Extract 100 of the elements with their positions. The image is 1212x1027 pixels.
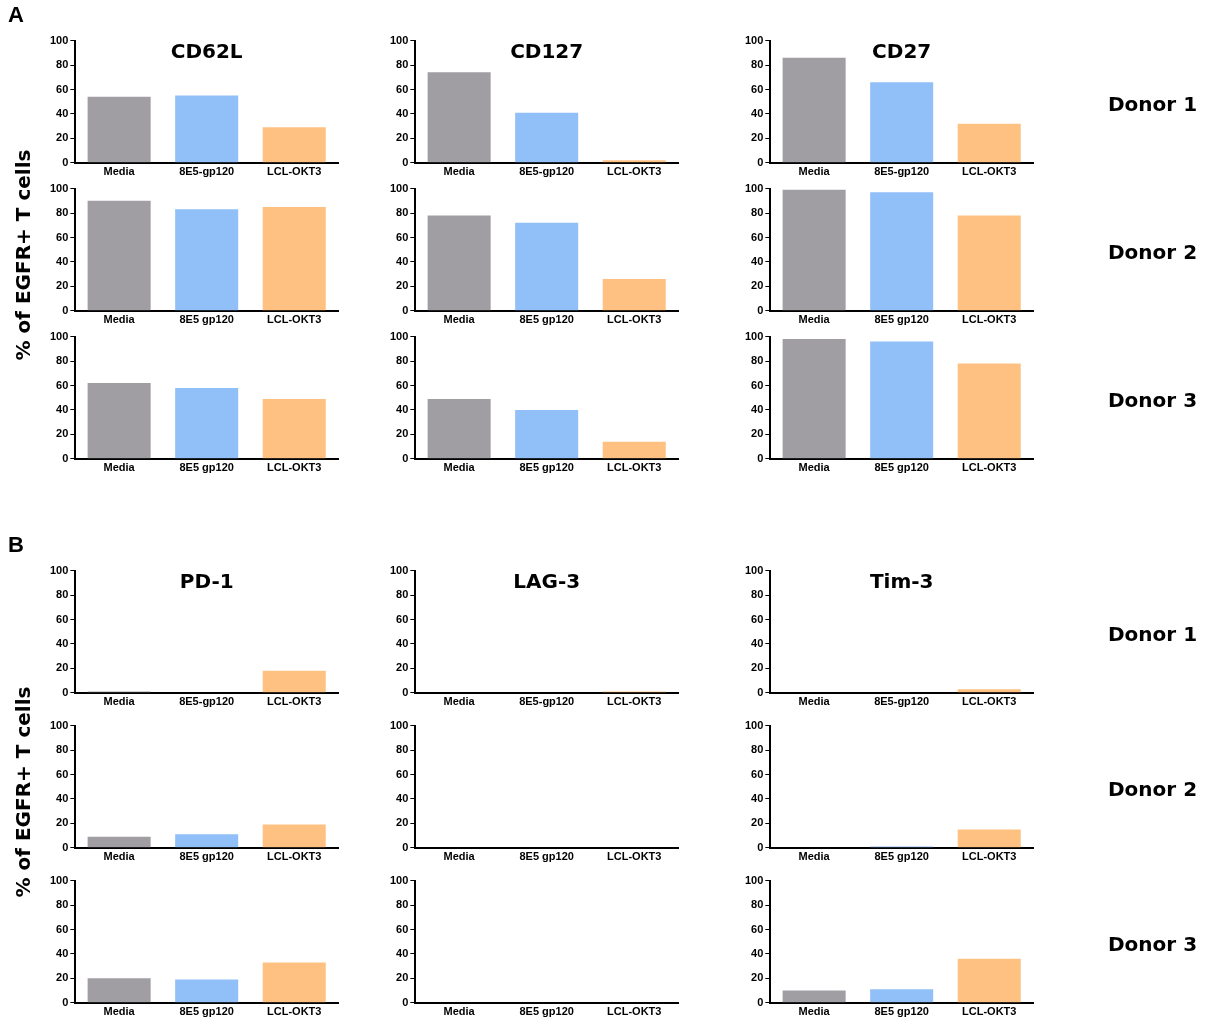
- bar: [782, 57, 846, 163]
- bar: [175, 95, 239, 163]
- y-tick-label: 100: [744, 873, 764, 886]
- x-tick-label: 8E5-gp120: [874, 695, 930, 708]
- chart-title: CD62L: [170, 38, 243, 63]
- x-tick-label: LCL-OKT3: [962, 850, 1017, 863]
- y-tick-label: 40: [396, 254, 409, 267]
- text: Donor 1: [1108, 92, 1198, 116]
- x-tick-label: Media: [443, 1005, 476, 1018]
- text: Donor 3: [1108, 932, 1198, 956]
- y-tick-label: 40: [751, 106, 764, 119]
- bar: [957, 363, 1021, 459]
- y-tick-label: 20: [396, 971, 409, 984]
- x-tick-label: Media: [443, 695, 476, 708]
- x-tick-label: LCL-OKT3: [267, 313, 322, 326]
- y-tick-label: 40: [56, 254, 69, 267]
- y-tick-label: 100: [744, 181, 764, 194]
- y-tick-label: 0: [757, 155, 764, 168]
- y-tick-label: 20: [396, 131, 409, 144]
- y-tick-label: 0: [402, 995, 409, 1008]
- y-tick-label: 60: [751, 82, 764, 95]
- bar: [957, 958, 1021, 1003]
- y-tick-label: 20: [56, 816, 69, 829]
- x-tick-label: Media: [103, 313, 136, 326]
- y-tick-label: 40: [56, 106, 69, 119]
- y-tick-label: 60: [56, 922, 69, 935]
- y-tick-label: 0: [62, 995, 69, 1008]
- x-tick-label: 8E5 gp120: [179, 313, 234, 326]
- bar: [602, 441, 666, 459]
- y-tick-label: 80: [751, 743, 764, 756]
- x-tick-label: Media: [443, 461, 476, 474]
- y-tick-label: 60: [396, 922, 409, 935]
- y-axis-title: % of EGFR+ T cells: [11, 685, 35, 900]
- y-tick-label: 40: [56, 791, 69, 804]
- x-tick-label: 8E5 gp120: [179, 461, 234, 474]
- y-tick-label: 0: [62, 303, 69, 316]
- x-tick-label: LCL-OKT3: [607, 313, 662, 326]
- y-tick-label: 0: [757, 840, 764, 853]
- y-tick-label: 40: [751, 254, 764, 267]
- chart-title: CD27: [872, 38, 932, 63]
- y-tick-label: 80: [751, 588, 764, 601]
- x-tick-label: 8E5 gp120: [179, 850, 234, 863]
- y-tick-label: 0: [62, 155, 69, 168]
- y-tick-label: 60: [396, 612, 409, 625]
- bar: [870, 989, 934, 1003]
- y-tick-label: 40: [56, 636, 69, 649]
- text: Donor 2: [1108, 240, 1198, 264]
- x-tick-label: Media: [798, 165, 831, 178]
- x-tick-label: 8E5-gp120: [519, 695, 575, 708]
- x-tick-label: Media: [443, 850, 476, 863]
- y-tick-label: 60: [751, 922, 764, 935]
- y-tick-label: 80: [396, 588, 409, 601]
- bar: [427, 215, 491, 311]
- y-tick-label: 100: [389, 873, 409, 886]
- y-tick-label: 20: [56, 971, 69, 984]
- x-tick-label: Media: [798, 695, 831, 708]
- x-tick-label: LCL-OKT3: [267, 695, 322, 708]
- y-tick-label: 80: [396, 58, 409, 71]
- y-tick-label: 20: [751, 279, 764, 292]
- bar: [957, 215, 1021, 311]
- y-tick-label: 80: [751, 354, 764, 367]
- x-tick-label: LCL-OKT3: [267, 1005, 322, 1018]
- bar: [782, 189, 846, 311]
- y-tick-label: 100: [389, 181, 409, 194]
- y-tick-label: 20: [751, 661, 764, 674]
- y-tick-label: 80: [56, 354, 69, 367]
- y-axis-title: % of EGFR+ T cells: [11, 148, 35, 363]
- y-tick-label: 0: [757, 685, 764, 698]
- y-tick-label: 80: [56, 206, 69, 219]
- bar: [87, 836, 151, 848]
- x-tick-label: LCL-OKT3: [267, 165, 322, 178]
- x-tick-label: LCL-OKT3: [607, 165, 662, 178]
- text: Donor 3: [1108, 388, 1198, 412]
- y-tick-label: 80: [56, 743, 69, 756]
- chart-title: CD127: [510, 38, 584, 63]
- y-tick-label: 100: [744, 563, 764, 576]
- y-tick-label: 60: [396, 230, 409, 243]
- y-tick-label: 20: [751, 131, 764, 144]
- bar: [262, 127, 326, 163]
- x-tick-label: LCL-OKT3: [267, 850, 322, 863]
- y-tick-label: 100: [744, 33, 764, 46]
- x-tick-label: Media: [103, 461, 136, 474]
- y-tick-label: 20: [396, 279, 409, 292]
- y-tick-label: 80: [396, 206, 409, 219]
- y-tick-label: 20: [396, 427, 409, 440]
- text: A: [8, 2, 24, 28]
- bar: [870, 192, 934, 311]
- y-tick-label: 60: [396, 82, 409, 95]
- x-tick-label: LCL-OKT3: [607, 1005, 662, 1018]
- y-tick-label: 60: [751, 378, 764, 391]
- y-tick-label: 20: [396, 661, 409, 674]
- text: Donor 1: [1108, 622, 1198, 646]
- x-tick-label: LCL-OKT3: [962, 1005, 1017, 1018]
- y-tick-label: 20: [56, 279, 69, 292]
- x-tick-label: Media: [798, 850, 831, 863]
- y-tick-label: 20: [56, 131, 69, 144]
- x-tick-label: LCL-OKT3: [607, 850, 662, 863]
- y-tick-label: 0: [757, 303, 764, 316]
- x-tick-label: Media: [103, 695, 136, 708]
- y-tick-label: 60: [751, 612, 764, 625]
